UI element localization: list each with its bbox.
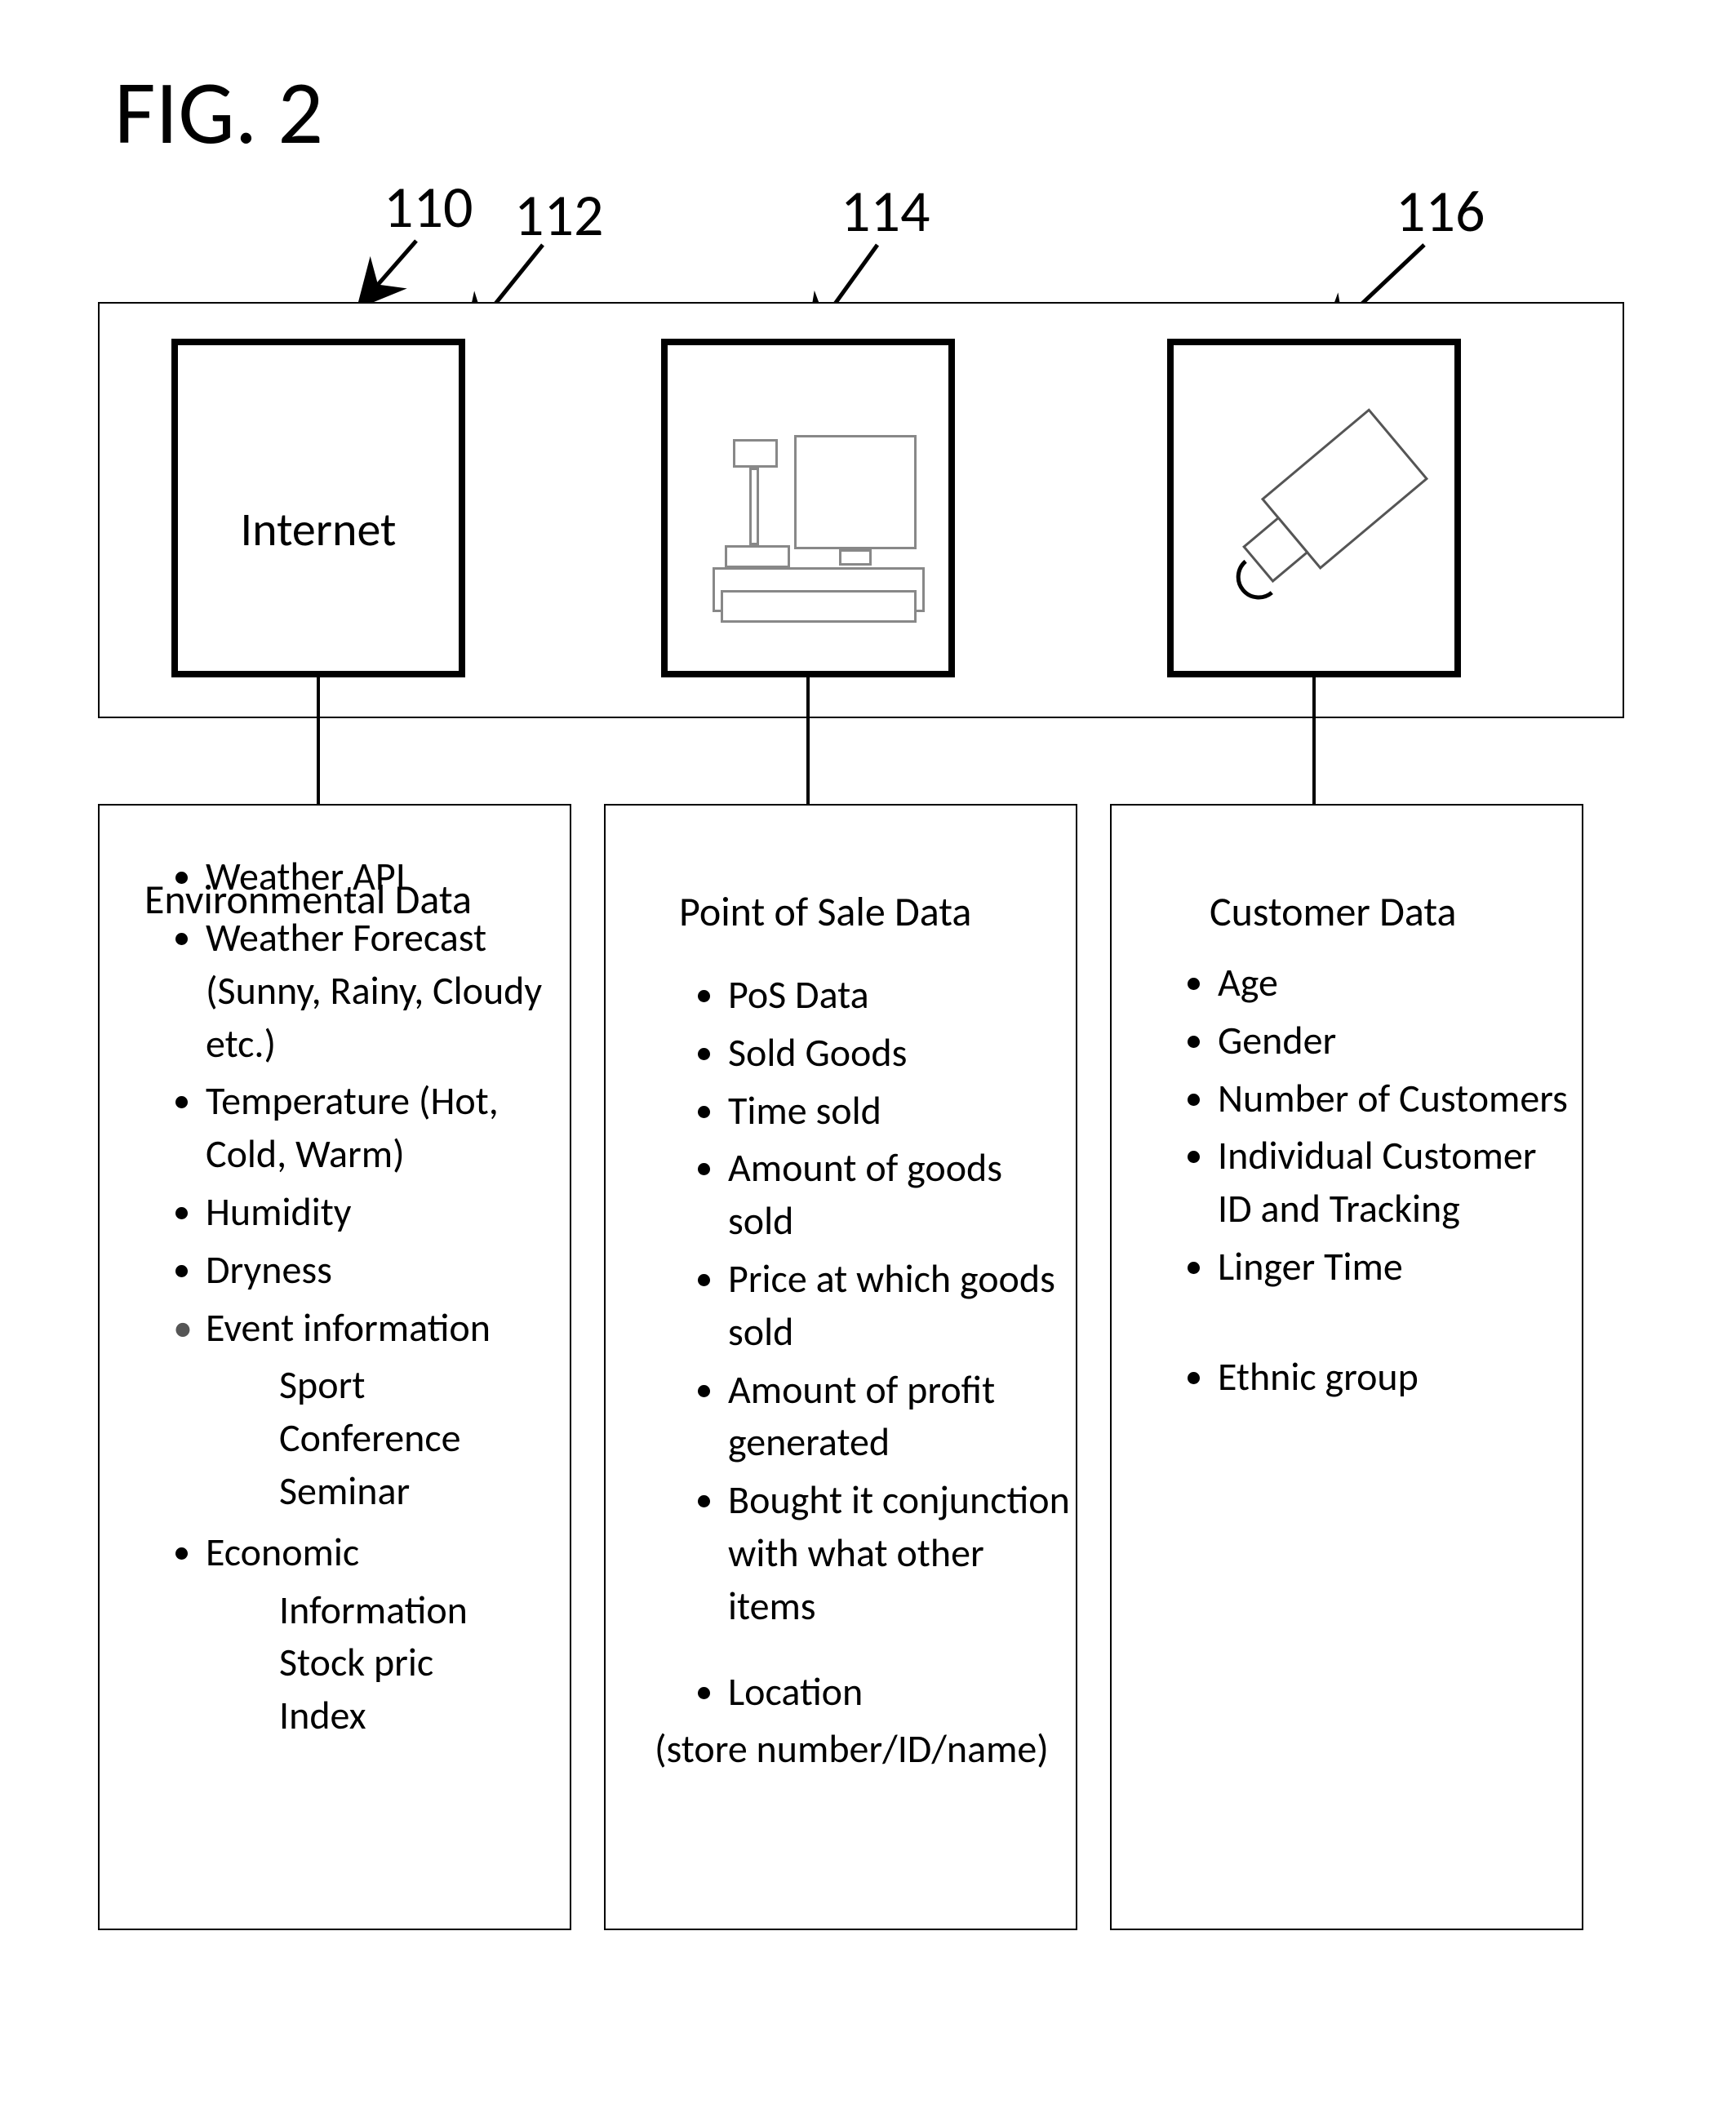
pos-item-amountgoods: Amount of goods sold <box>728 1142 1071 1248</box>
panel-environmental: Weather API Environmental Data Weather F… <box>98 804 571 1930</box>
pos-item-posdata: PoS Data <box>728 969 1071 1022</box>
cust-item-linger: Linger Time <box>1218 1241 1577 1294</box>
pos-item-soldgoods: Sold Goods <box>728 1027 1071 1080</box>
cust-item-gender: Gender <box>1218 1014 1577 1068</box>
env-item-economic: Economic <box>206 1526 565 1579</box>
cust-item-idtracking: Individual Customer ID and Tracking <box>1218 1130 1577 1236</box>
pos-item-location-sub: (store number/ID/name) <box>646 1723 1071 1776</box>
refnum-110: 110 <box>384 171 473 243</box>
env-item-temperature: Temperature (Hot, Cold, Warm) <box>206 1075 565 1181</box>
pos-item-timesold: Time sold <box>728 1085 1071 1138</box>
env-sub-conference: Conference <box>279 1412 565 1465</box>
env-sub-seminar: Seminar <box>279 1465 565 1518</box>
source-box-internet: Internet <box>171 339 465 677</box>
panel-pos: Point of Sale Data PoS Data Sold Goods T… <box>604 804 1077 1930</box>
panel-customer: Customer Data Age Gender Number of Custo… <box>1110 804 1583 1930</box>
source-box-pos <box>661 339 955 677</box>
env-sub-stockpric: Stock pric <box>279 1636 565 1689</box>
refnum-114: 114 <box>841 175 930 247</box>
cust-item-age: Age <box>1218 957 1577 1010</box>
source-box-camera <box>1167 339 1461 677</box>
cust-item-ethnic: Ethnic group <box>1218 1351 1577 1404</box>
connector-pos <box>806 677 810 804</box>
env-item-forecast: Weather Forecast (Sunny, Rainy, Cloudy e… <box>206 912 565 1070</box>
panel-title-pos: Point of Sale Data <box>679 887 971 937</box>
env-item-humidity: Humidity <box>206 1186 565 1239</box>
connector-camera <box>1312 677 1316 804</box>
panel-title-cust: Customer Data <box>1210 887 1456 937</box>
env-sub-sport: Sport <box>279 1359 565 1412</box>
env-item-event-info: Event information <box>206 1302 565 1355</box>
env-sub-index: Index <box>279 1689 565 1742</box>
pos-item-location: Location <box>728 1666 1071 1719</box>
refnum-116: 116 <box>1396 175 1485 247</box>
figure-title: FIG. 2 <box>114 57 323 167</box>
refnum-112: 112 <box>514 180 603 251</box>
pos-item-price: Price at which goods sold <box>728 1253 1071 1359</box>
env-item-dryness: Dryness <box>206 1244 565 1297</box>
cust-item-count: Number of Customers <box>1218 1072 1577 1125</box>
env-sub-information: Information <box>279 1584 565 1637</box>
pos-item-conjunction: Bought it conjunction with what other it… <box>728 1474 1071 1632</box>
pos-item-profit: Amount of profit generated <box>728 1364 1071 1470</box>
connector-internet <box>317 677 320 804</box>
source-label-internet: Internet <box>178 500 459 558</box>
camera-icon <box>1174 345 1454 671</box>
